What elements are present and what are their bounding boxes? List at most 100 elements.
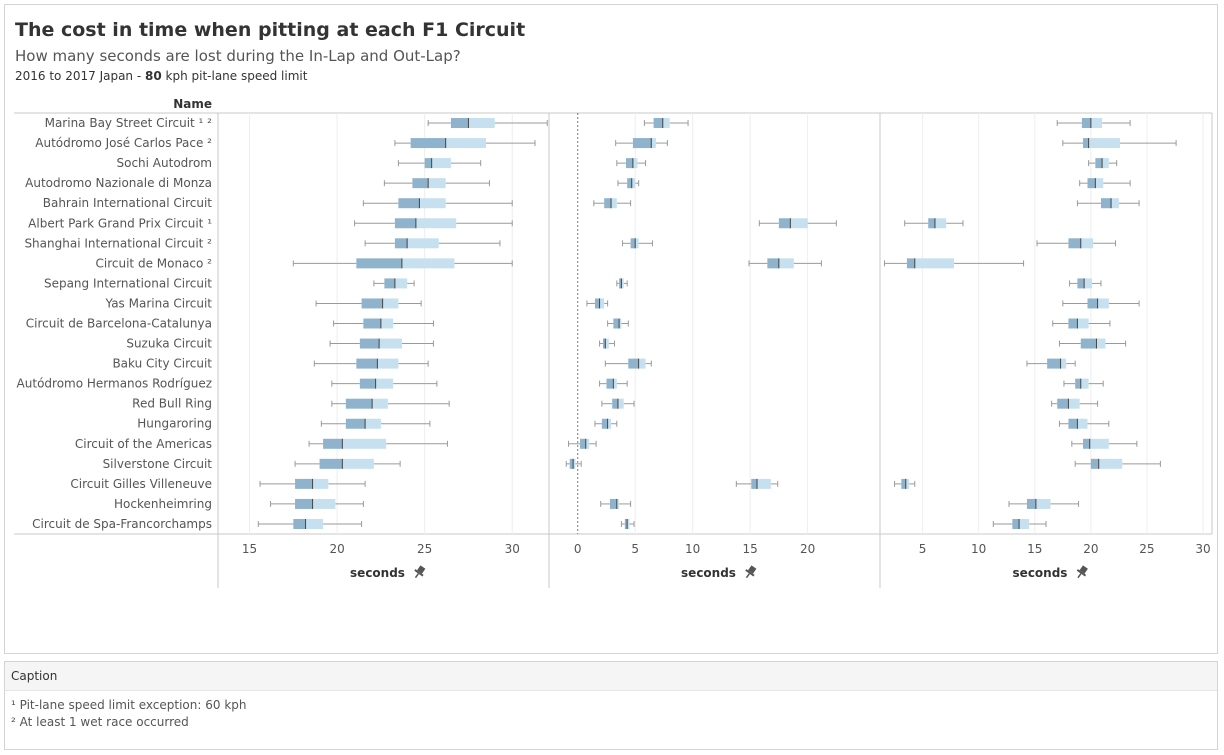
tick-label: 10 (685, 542, 700, 556)
box-upper-half (1089, 438, 1109, 449)
box-plot-1-11 (599, 338, 616, 349)
box-plot-2-7 (883, 258, 1025, 269)
row-label: Hungaroring (137, 417, 212, 431)
box-lower-half (1087, 178, 1096, 189)
box-plot-0-16 (308, 438, 448, 449)
box-lower-half (603, 338, 606, 349)
box-upper-half (1102, 158, 1109, 169)
box-upper-half (1060, 358, 1067, 369)
box-plot-0-13 (331, 378, 438, 389)
box-plot-0-2 (397, 158, 482, 169)
box-lower-half (630, 238, 636, 249)
box-plot-0-7 (292, 258, 513, 269)
row-label: Autodromo Nazionale di Monza (25, 176, 212, 190)
box-upper-half (1096, 338, 1106, 349)
caption-body: ¹ Pit-lane speed limit exception: 60 kph… (5, 691, 1217, 731)
box-upper-half (419, 198, 446, 209)
box-lower-half (928, 218, 935, 229)
box-upper-half (631, 178, 636, 189)
box-lower-half (1026, 498, 1036, 509)
box-upper-half (638, 358, 646, 369)
tick-label: 5 (631, 542, 639, 556)
row-label: Circuit de Spa-Francorchamps (32, 517, 212, 531)
box-plot-0-10 (333, 318, 434, 329)
tick-label: 15 (242, 542, 257, 556)
box-lower-half (594, 298, 600, 309)
box-lower-half (767, 258, 779, 269)
box-plot-2-17 (1074, 458, 1161, 469)
box-lower-half (1057, 398, 1069, 409)
box-plot-2-20 (992, 518, 1047, 529)
box-upper-half (1084, 278, 1092, 289)
box-lower-half (632, 138, 652, 149)
caption-line: ¹ Pit-lane speed limit exception: 60 kph (11, 698, 247, 712)
box-plot-2-4 (1076, 198, 1140, 209)
box-plot-2-14 (1051, 398, 1099, 409)
row-label: Circuit of the Americas (75, 437, 212, 451)
box-upper-half (607, 418, 612, 429)
box-lower-half (319, 458, 343, 469)
caption-heading: Caption (5, 662, 1217, 691)
tick-label: 10 (971, 542, 986, 556)
box-plot-0-19 (270, 498, 364, 509)
caption-line: ² At least 1 wet race occurred (11, 715, 189, 729)
tick-label: 5 (919, 542, 927, 556)
box-lower-half (356, 358, 378, 369)
pin-icon (745, 565, 757, 579)
pin-icon-head (748, 565, 757, 574)
box-lower-half (906, 258, 915, 269)
box-upper-half (377, 358, 399, 369)
box-plot-1-14 (601, 398, 635, 409)
box-upper-half (407, 238, 439, 249)
dashboard-panel: The cost in time when pitting at each F1… (4, 4, 1218, 654)
box-plot-2-16 (1071, 438, 1138, 449)
box-lower-half (653, 118, 663, 129)
box-upper-half (632, 158, 638, 169)
tick-label: 15 (1027, 542, 1042, 556)
box-plot-2-18 (894, 478, 916, 489)
box-lower-half (751, 478, 758, 489)
note-speed: 80 (145, 69, 162, 83)
box-upper-half (1095, 178, 1104, 189)
box-lower-half (628, 358, 639, 369)
note-prefix: 2016 to 2017 Japan - (15, 69, 145, 83)
box-upper-half (342, 438, 387, 449)
box-plot-1-6 (622, 238, 653, 249)
box-plot-1-8 (616, 278, 628, 289)
box-lower-half (1077, 278, 1085, 289)
box-plot-1-5 (758, 218, 837, 229)
box-lower-half (345, 418, 366, 429)
row-label: Red Bull Ring (132, 397, 212, 411)
box-lower-half (606, 378, 614, 389)
box-upper-half (621, 278, 624, 289)
axis-title: seconds (1013, 566, 1068, 580)
box-lower-half (363, 318, 381, 329)
tick-label: 25 (417, 542, 432, 556)
box-plot-1-1 (615, 138, 668, 149)
row-label: Circuit de Barcelona-Catalunya (26, 317, 212, 331)
box-lower-half (580, 438, 586, 449)
row-label: Circuit Gilles Villeneuve (70, 477, 212, 491)
box-lower-half (361, 298, 383, 309)
box-lower-half (1090, 458, 1099, 469)
box-lower-half (1081, 118, 1091, 129)
box-upper-half (1068, 398, 1080, 409)
box-plot-0-3 (383, 178, 490, 189)
box-lower-half (901, 478, 906, 489)
box-plot-2-13 (1063, 378, 1104, 389)
box-lower-half (384, 278, 395, 289)
box-upper-half (312, 478, 329, 489)
box-lower-half (1083, 438, 1090, 449)
box-lower-half (356, 258, 402, 269)
pin-icon-needle (414, 573, 419, 579)
pin-icon-base (745, 569, 755, 577)
box-lower-half (1075, 378, 1081, 389)
box-lower-half (1068, 418, 1078, 429)
box-upper-half (905, 478, 910, 489)
box-lower-half (1012, 518, 1020, 529)
box-lower-half (626, 158, 633, 169)
box-plot-1-9 (586, 298, 609, 309)
box-lower-half (410, 138, 446, 149)
row-label: Albert Park Grand Prix Circuit ¹ (28, 216, 212, 230)
box-lower-half (604, 198, 612, 209)
